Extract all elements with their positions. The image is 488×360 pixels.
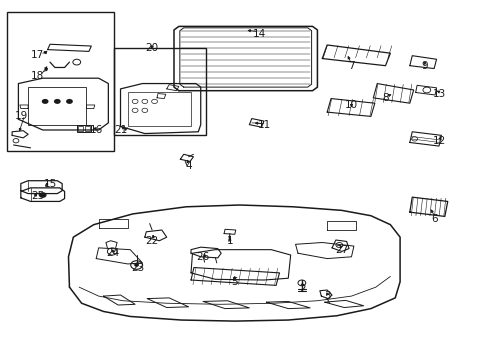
Text: 4: 4: [185, 161, 191, 171]
Circle shape: [39, 192, 46, 198]
Bar: [28, 87, 86, 125]
Text: 12: 12: [431, 136, 445, 146]
Text: 14: 14: [252, 28, 265, 39]
Text: 18: 18: [31, 71, 44, 81]
Text: 5: 5: [231, 277, 238, 287]
Text: 11: 11: [257, 120, 270, 130]
Text: 24: 24: [106, 248, 120, 258]
Text: 21: 21: [114, 125, 127, 135]
Circle shape: [54, 99, 61, 104]
Bar: [85, 126, 90, 131]
Bar: [78, 126, 83, 131]
Text: 17: 17: [31, 50, 44, 60]
Bar: [7, 12, 114, 152]
Text: 19: 19: [15, 111, 28, 121]
Text: 9: 9: [420, 61, 427, 71]
Text: 6: 6: [430, 214, 437, 224]
Text: 26: 26: [196, 252, 209, 262]
Text: 27: 27: [334, 245, 347, 255]
Text: 8: 8: [382, 93, 388, 103]
Text: 7: 7: [347, 61, 354, 71]
Text: 3: 3: [323, 291, 330, 301]
Text: 25: 25: [31, 191, 44, 201]
Circle shape: [134, 263, 139, 267]
Text: 16: 16: [89, 125, 102, 135]
Text: 1: 1: [226, 236, 233, 246]
Text: 2: 2: [299, 284, 305, 294]
Bar: [77, 125, 91, 132]
Text: 23: 23: [131, 262, 144, 273]
Bar: [127, 93, 191, 126]
Circle shape: [41, 99, 48, 104]
Text: 20: 20: [145, 43, 158, 53]
Bar: [114, 48, 205, 135]
Text: 10: 10: [344, 100, 357, 110]
Text: 13: 13: [431, 89, 445, 99]
Text: 15: 15: [43, 179, 57, 189]
Text: 22: 22: [145, 236, 159, 246]
Circle shape: [66, 99, 73, 104]
